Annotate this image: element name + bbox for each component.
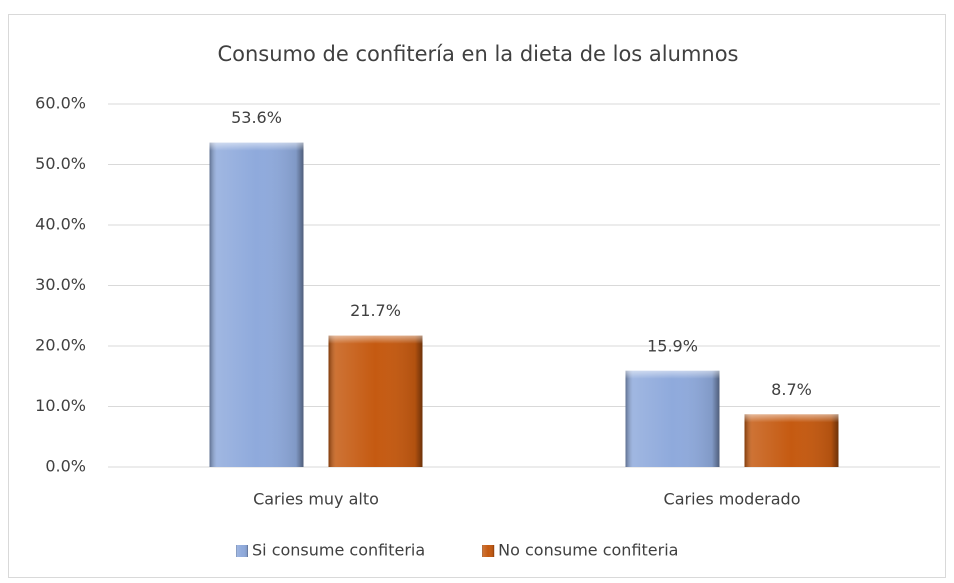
y-tick-label: 10.0% xyxy=(35,396,86,415)
data-label: 8.7% xyxy=(771,380,812,399)
y-tick-label: 30.0% xyxy=(35,275,86,294)
legend-swatch-shade xyxy=(482,545,495,557)
y-tick-label: 40.0% xyxy=(35,215,86,234)
y-tick-label: 20.0% xyxy=(35,336,86,355)
bar-bevel xyxy=(328,335,423,344)
data-label: 53.6% xyxy=(231,108,282,127)
bar-shade xyxy=(209,142,304,467)
data-label: 15.9% xyxy=(647,336,698,355)
bar-shade xyxy=(625,370,720,467)
bar-shade xyxy=(328,335,423,467)
x-tick-label: Caries moderado xyxy=(664,490,801,509)
bar-bevel xyxy=(625,370,720,379)
legend-label: Si consume confiteria xyxy=(252,541,425,560)
legend-swatch-shade xyxy=(236,545,248,557)
bar-shade xyxy=(744,414,839,467)
x-tick-label: Caries muy alto xyxy=(253,490,379,509)
y-tick-label: 50.0% xyxy=(35,154,86,173)
y-tick-label: 60.0% xyxy=(35,94,86,113)
chart-border xyxy=(8,14,946,578)
data-label: 21.7% xyxy=(350,301,401,320)
bar-bevel xyxy=(744,414,839,423)
legend-label: No consume confiteria xyxy=(498,541,678,560)
chart-title: Consumo de confitería en la dieta de los… xyxy=(217,42,738,66)
y-tick-label: 0.0% xyxy=(45,457,86,476)
bar-bevel xyxy=(209,142,304,151)
